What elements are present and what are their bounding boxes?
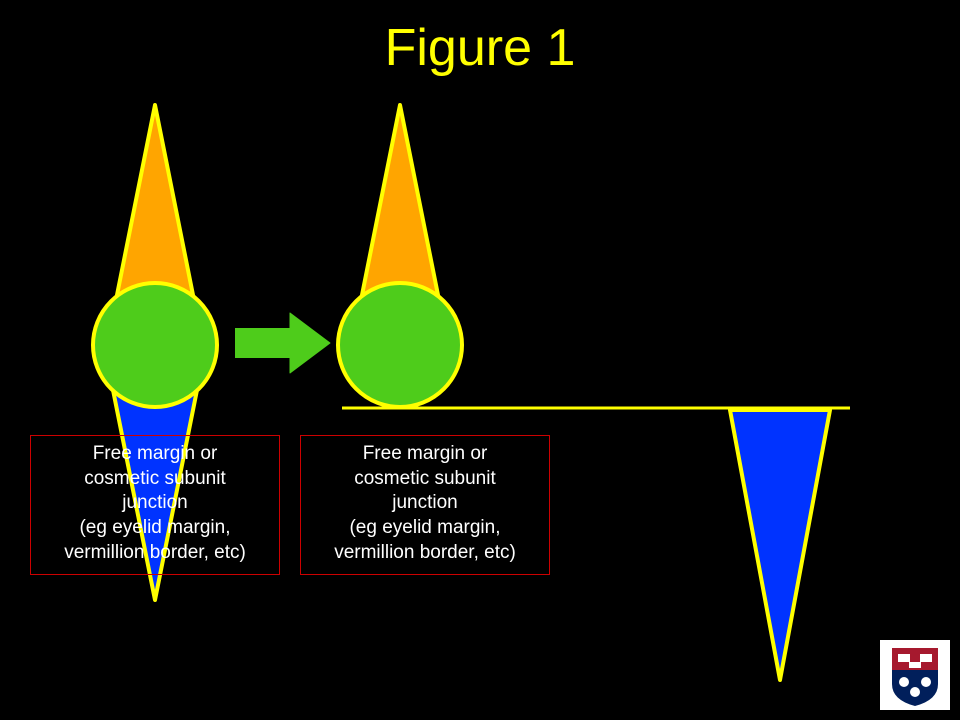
caption-text: Free margin or bbox=[93, 443, 218, 464]
caption-text: (eg eyelid margin, bbox=[79, 517, 230, 538]
caption-text: junction bbox=[392, 492, 458, 513]
arrow-icon bbox=[235, 313, 330, 373]
diagram-canvas bbox=[0, 0, 960, 720]
caption-text: vermillion border, etc) bbox=[64, 542, 246, 563]
caption-text: cosmetic subunit bbox=[354, 468, 496, 489]
caption-text: (eg eyelid margin, bbox=[349, 517, 500, 538]
caption-left: Free margin or cosmetic subunit junction… bbox=[30, 435, 280, 575]
caption-right: Free margin or cosmetic subunit junction… bbox=[300, 435, 550, 575]
lesion-circle-left bbox=[93, 283, 217, 407]
caption-text: Free margin or bbox=[363, 443, 488, 464]
lesion-circle-right bbox=[338, 283, 462, 407]
caption-text: vermillion border, etc) bbox=[334, 542, 516, 563]
caption-text: cosmetic subunit bbox=[84, 468, 226, 489]
figure-right bbox=[338, 105, 850, 680]
bottom-cone-right bbox=[730, 410, 830, 680]
penn-shield-logo-icon bbox=[880, 640, 950, 710]
caption-text: junction bbox=[122, 492, 188, 513]
